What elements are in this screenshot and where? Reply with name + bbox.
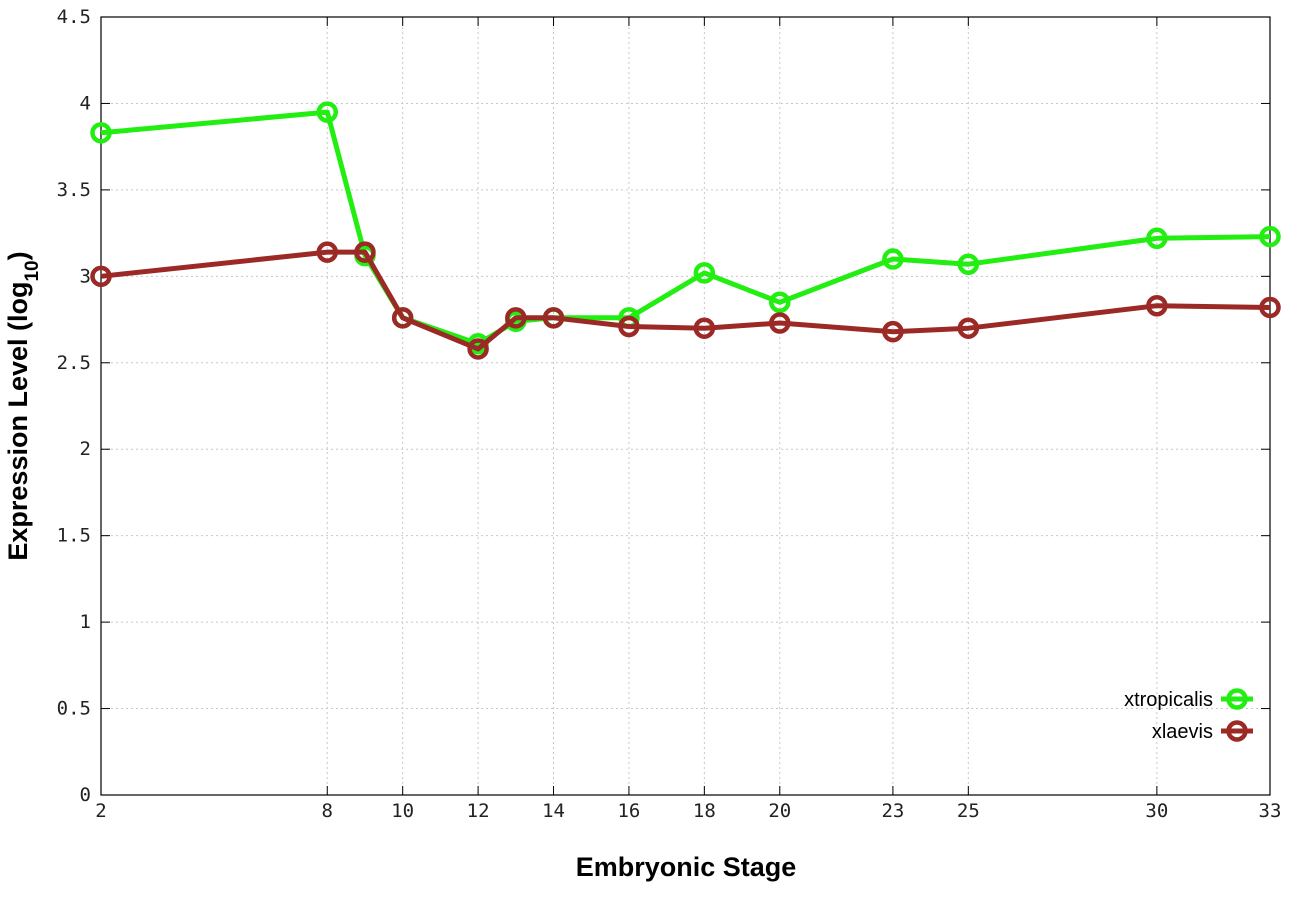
plot-frame	[100, 16, 1271, 796]
y-tick-label: 1	[80, 611, 91, 633]
data-point-xlaevis	[467, 338, 489, 360]
x-tick-label: 30	[1145, 800, 1168, 822]
data-point-xlaevis	[1259, 296, 1281, 319]
y-tick-label: 3	[80, 265, 91, 287]
y-tick-label: 1.5	[57, 525, 91, 547]
x-tick-label: 25	[957, 800, 980, 822]
x-tick-label: 14	[542, 800, 565, 822]
legend-label-xtropicalis: xtropicalis	[1124, 689, 1213, 711]
data-point-xtropicalis	[1146, 227, 1168, 250]
y-tick-label: 0.5	[57, 698, 91, 720]
x-tick-label: 23	[881, 800, 904, 822]
data-point-xtropicalis	[90, 122, 112, 144]
legend-label-xlaevis: xlaevis	[1152, 721, 1213, 743]
legend-swatch-marker	[1226, 688, 1248, 710]
legend: xtropicalis xlaevis	[1124, 688, 1253, 743]
x-tick-label: 12	[467, 800, 490, 822]
x-tick-label: 10	[391, 800, 414, 822]
data-point-xlaevis	[316, 241, 339, 263]
data-point-xtropicalis	[769, 291, 791, 314]
data-point-xtropicalis	[316, 101, 339, 123]
series-xtropicalis	[90, 101, 1281, 355]
data-point-xlaevis	[354, 241, 376, 263]
y-axis-label-subscript: 10	[22, 260, 43, 281]
data-point-xlaevis	[391, 307, 414, 329]
y-tick-label: 4	[80, 92, 91, 114]
y-tick-label: 3.5	[57, 179, 91, 201]
x-axis-label: Embryonic Stage	[576, 852, 797, 882]
y-axis-label-main: Expression Level (log	[3, 282, 33, 561]
y-axis-label: Expression Level (log10)	[3, 251, 43, 560]
series-xlaevis	[90, 241, 1281, 360]
data-point-xlaevis	[618, 315, 640, 338]
y-tick-label: 4.5	[57, 6, 91, 28]
x-tick-label: 8	[322, 800, 333, 822]
series-layer	[90, 101, 1281, 360]
data-point-xtropicalis	[882, 248, 904, 270]
data-point-xlaevis	[505, 307, 527, 329]
y-tick-label: 0	[80, 784, 91, 806]
x-tick-label: 16	[617, 800, 640, 822]
series-line-xtropicalis	[100, 109, 1271, 347]
data-point-xlaevis	[693, 317, 716, 339]
data-point-xlaevis	[769, 312, 791, 334]
y-tick-label: 2	[80, 438, 91, 460]
x-tick-label: 33	[1259, 800, 1282, 822]
data-point-xtropicalis	[957, 253, 980, 275]
data-point-xtropicalis	[693, 262, 716, 284]
x-tick-label: 20	[768, 800, 791, 822]
x-tick-label: 18	[693, 800, 716, 822]
legend-swatch-marker	[1226, 720, 1248, 742]
data-point-xtropicalis	[1259, 225, 1281, 248]
axis-ticks: 0 0.5 1 1.5 2 2.5 3 3.5 4 4.5 2 8 10 12 14 16 18 20 23 25 30…	[57, 6, 1282, 822]
x-tick-label: 2	[95, 800, 106, 822]
data-point-xlaevis	[90, 265, 112, 288]
data-point-xlaevis	[957, 317, 980, 339]
data-point-xlaevis	[542, 307, 565, 329]
y-axis-label-end: )	[3, 251, 33, 260]
y-tick-label: 2.5	[57, 352, 91, 374]
data-point-xlaevis	[882, 320, 904, 343]
series-line-xlaevis	[100, 249, 1271, 352]
grid-lines	[100, 16, 1271, 796]
data-point-xlaevis	[1146, 294, 1168, 317]
